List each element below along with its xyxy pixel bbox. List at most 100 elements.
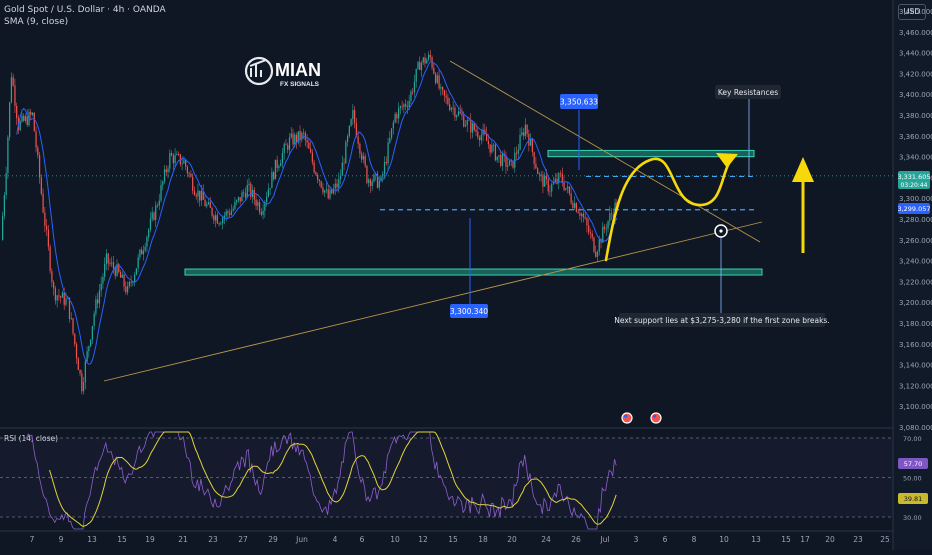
candle	[609, 213, 611, 222]
candle	[408, 100, 410, 108]
rsi-level-label: 70.00	[903, 435, 922, 443]
candle	[165, 169, 167, 173]
candle	[535, 163, 537, 169]
candle	[415, 68, 417, 82]
candle	[426, 59, 428, 64]
candle	[193, 190, 196, 196]
candle	[144, 246, 146, 251]
candle	[90, 339, 92, 347]
candle	[559, 173, 562, 175]
candle	[522, 132, 525, 136]
candle	[273, 172, 275, 180]
candle	[100, 283, 102, 291]
candle	[248, 183, 250, 185]
candle	[98, 290, 101, 304]
candle	[442, 87, 444, 91]
candle	[119, 272, 122, 278]
price-tick-label: 3,200.000	[899, 299, 932, 307]
candle	[46, 225, 48, 230]
candle	[610, 213, 613, 215]
time-tick-label: 23	[208, 535, 218, 544]
candle	[403, 104, 405, 108]
zone-support	[184, 268, 763, 276]
candle	[507, 165, 509, 167]
candle	[278, 166, 280, 168]
candle	[336, 183, 338, 188]
candle	[322, 187, 324, 193]
candle	[216, 215, 218, 224]
candle	[382, 174, 384, 177]
candle	[12, 77, 14, 86]
candle	[376, 173, 379, 188]
candle	[399, 106, 402, 109]
candle	[181, 163, 183, 165]
candle	[500, 155, 502, 166]
candle	[427, 54, 430, 60]
candle	[318, 179, 321, 182]
price-tick-label: 3,400.000	[899, 91, 932, 99]
candle	[355, 123, 358, 137]
candle	[68, 297, 71, 319]
candle	[91, 325, 94, 340]
candle	[7, 137, 9, 174]
candle	[359, 143, 361, 154]
time-tick-label: 12	[418, 535, 428, 544]
time-tick-label: 9	[59, 535, 64, 544]
candle	[170, 153, 173, 156]
candle	[313, 162, 315, 173]
candle	[531, 139, 534, 152]
candle	[387, 142, 389, 164]
candle	[574, 203, 576, 208]
candle	[556, 178, 558, 183]
candle	[294, 134, 296, 145]
candle	[368, 179, 370, 183]
candle	[47, 229, 50, 247]
candle	[524, 124, 526, 136]
logo-mark-bars	[249, 59, 267, 77]
candle	[412, 91, 414, 93]
candle	[436, 75, 438, 83]
candle	[67, 297, 69, 299]
candle	[422, 57, 424, 63]
candle	[551, 184, 553, 192]
candle	[135, 268, 138, 275]
candle	[487, 140, 490, 145]
high-label-box	[560, 94, 598, 109]
candle	[23, 115, 25, 121]
candle	[389, 137, 391, 143]
price-tick-label: 3,360.000	[899, 133, 932, 141]
candle	[401, 106, 403, 108]
candle	[325, 189, 328, 191]
candle	[19, 121, 21, 130]
candle	[385, 161, 387, 164]
candle	[558, 173, 560, 183]
candle	[540, 174, 542, 176]
candle	[396, 114, 398, 119]
currency-button[interactable]: USD	[898, 4, 926, 20]
candle	[361, 153, 363, 160]
candle	[126, 285, 129, 293]
candle	[449, 104, 451, 110]
candle	[445, 95, 447, 98]
candle	[232, 208, 234, 211]
candle	[21, 115, 23, 122]
logo-title: MIAN	[275, 60, 321, 80]
candle	[264, 201, 266, 211]
candle	[280, 163, 282, 167]
candle	[466, 120, 468, 126]
candle	[345, 141, 347, 164]
candle	[112, 262, 115, 269]
candle	[456, 115, 458, 118]
candle	[255, 199, 257, 206]
candle	[352, 110, 354, 120]
candle	[109, 263, 111, 265]
price-tick-label: 3,300.000	[899, 195, 932, 203]
time-tick-label: 10	[390, 535, 400, 544]
candle	[565, 188, 567, 190]
candle	[158, 200, 160, 206]
candle	[230, 210, 233, 215]
candle	[54, 288, 57, 301]
candle	[475, 129, 477, 132]
